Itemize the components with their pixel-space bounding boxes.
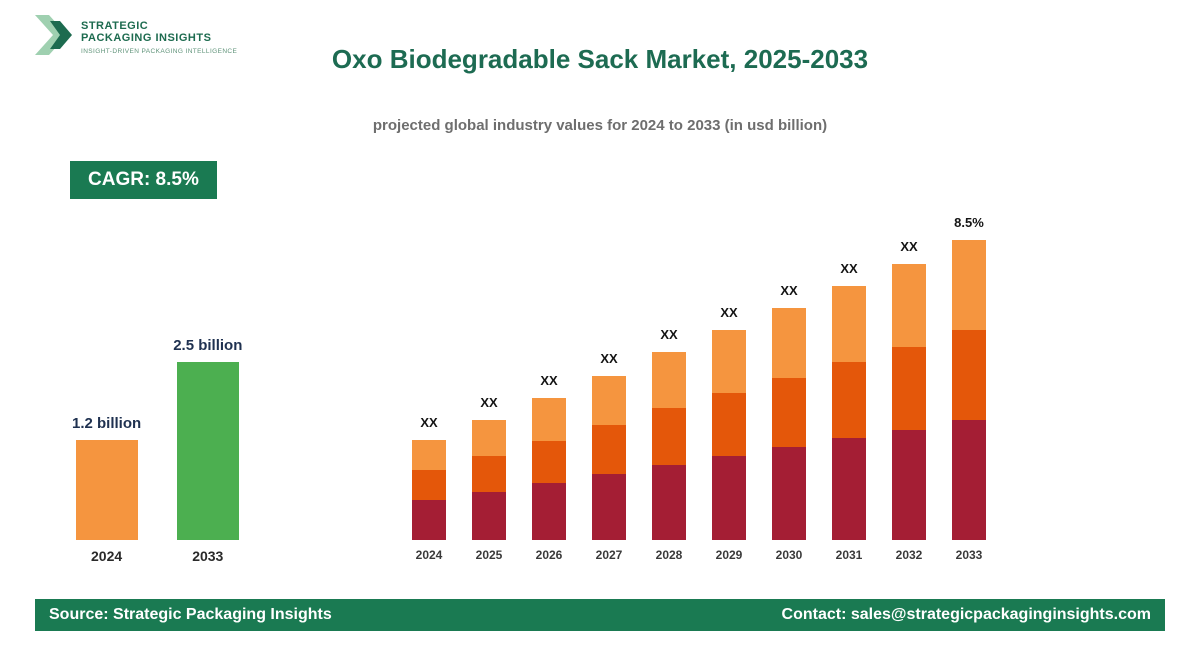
stacked-bar-group: XX 2028 xyxy=(652,327,686,562)
stacked-bar-segment-tier-middle xyxy=(412,470,446,500)
stacked-bar xyxy=(712,330,746,540)
growth-bar xyxy=(176,362,239,540)
stacked-bar-group: XX 2024 xyxy=(412,415,446,562)
brand-text: STRATEGIC PACKAGING INSIGHTS INSIGHT-DRI… xyxy=(81,20,237,56)
cagr-badge: CAGR: 8.5% xyxy=(70,161,217,199)
stacked-bar xyxy=(472,420,506,540)
stacked-bar-year-label: 2030 xyxy=(775,548,803,562)
stacked-bar-group: XX 2030 xyxy=(772,283,806,562)
stacked-bar-group: XX 2027 xyxy=(592,351,626,562)
stacked-bar-year-label: 2033 xyxy=(955,548,983,562)
stacked-bar-group: XX 2026 xyxy=(532,373,566,562)
chevron-logo-icon xyxy=(35,13,73,62)
brand-name-line2: PACKAGING INSIGHTS xyxy=(81,32,212,45)
stacked-bar-segment-tier-top xyxy=(892,264,926,347)
stacked-bar-segment-tier-top xyxy=(532,398,566,441)
growth-bar xyxy=(75,440,138,540)
stacked-bar xyxy=(412,440,446,540)
stacked-bar-segment-tier-middle xyxy=(472,456,506,492)
stacked-bar-top-label: XX xyxy=(660,327,678,342)
stacked-bar-year-label: 2028 xyxy=(655,548,683,562)
growth-bar-year-label: 2024 xyxy=(91,548,123,564)
stacked-bar-segment-tier-top xyxy=(772,308,806,378)
stacked-bar-year-label: 2025 xyxy=(475,548,503,562)
stacked-bar-segment-tier-bottom xyxy=(592,474,626,540)
stacked-bar-segment-tier-top xyxy=(712,330,746,393)
stacked-bar xyxy=(652,352,686,540)
stacked-bar-segment-tier-middle xyxy=(712,393,746,456)
stacked-bar xyxy=(952,240,986,540)
stacked-bar-segment-tier-bottom xyxy=(472,492,506,540)
stacked-bar-segment-tier-middle xyxy=(772,377,806,448)
footer-bar: Source: Strategic Packaging Insights Con… xyxy=(35,599,1165,631)
stacked-bar-year-label: 2026 xyxy=(535,548,563,562)
stacked-bar-top-label: XX xyxy=(720,305,738,320)
stacked-bar-segment-tier-middle xyxy=(532,440,566,484)
stacked-bar xyxy=(532,398,566,540)
stacked-bar-segment-tier-bottom xyxy=(412,500,446,540)
stacked-bar-top-label: 8.5% xyxy=(954,215,984,230)
stacked-bar-segment-tier-top xyxy=(472,420,506,456)
stacked-bar-segment-tier-top xyxy=(652,352,686,409)
growth-bar-group: 2.5 billion 2033 xyxy=(173,337,243,564)
stacked-bar-segment-tier-bottom xyxy=(712,456,746,540)
stacked-bar-segment-tier-bottom xyxy=(892,429,926,540)
stacked-bar xyxy=(592,376,626,540)
growth-bar-value-label: 2.5 billion xyxy=(173,337,243,354)
stacked-projection-chart: XX 2024 XX 2025 XX 2026 XX 2027 XX 2028 XX 2029 XX 20… xyxy=(412,215,986,562)
stacked-bar-top-label: XX xyxy=(840,261,858,276)
stacked-bar-segment-tier-bottom xyxy=(532,483,566,540)
brand-tagline: INSIGHT-DRIVEN PACKAGING INTELLIGENCE xyxy=(81,47,238,55)
stacked-bar xyxy=(772,308,806,540)
stacked-bar-top-label: XX xyxy=(780,283,798,298)
page-title: Oxo Biodegradable Sack Market, 2025-2033 xyxy=(331,44,869,74)
stacked-bar-segment-tier-bottom xyxy=(652,464,686,540)
stacked-bar-group: 8.5% 2033 xyxy=(952,215,986,562)
footer-contact: Contact: sales@strategicpackaginginsight… xyxy=(781,606,1151,623)
stacked-bar-segment-tier-middle xyxy=(592,425,626,475)
stacked-bar-segment-tier-middle xyxy=(952,330,986,420)
stacked-bar-segment-tier-top xyxy=(952,240,986,330)
stacked-bar-segment-tier-middle xyxy=(832,362,866,439)
growth-bar-group: 1.2 billion 2024 xyxy=(72,415,142,564)
growth-bar-year-label: 2033 xyxy=(192,548,224,564)
stacked-bar-segment-tier-middle xyxy=(652,408,686,465)
stacked-bar-top-label: XX xyxy=(480,395,498,410)
stacked-bar-group: XX 2032 xyxy=(892,239,926,562)
stacked-bar-segment-tier-bottom xyxy=(832,438,866,540)
stacked-bar-group: XX 2031 xyxy=(832,261,866,562)
stacked-bar-year-label: 2027 xyxy=(595,548,623,562)
stacked-bar xyxy=(892,264,926,540)
stacked-bar-top-label: XX xyxy=(600,351,618,366)
stacked-bar-segment-tier-top xyxy=(592,376,626,426)
stacked-bar-year-label: 2031 xyxy=(835,548,863,562)
stacked-bar-segment-tier-bottom xyxy=(952,420,986,540)
footer-source: Source: Strategic Packaging Insights xyxy=(49,606,332,623)
page-subtitle: projected global industry values for 202… xyxy=(372,117,828,134)
stacked-bar-top-label: XX xyxy=(900,239,918,254)
stacked-bar-top-label: XX xyxy=(540,373,558,388)
stacked-bar-segment-tier-top xyxy=(832,286,866,363)
stacked-bar-group: XX 2029 xyxy=(712,305,746,562)
stacked-bar-year-label: 2024 xyxy=(415,548,443,562)
stacked-bar xyxy=(832,286,866,540)
brand-name-line1: STRATEGIC xyxy=(81,19,149,32)
growth-summary-chart: 1.2 billion 2024 2.5 billion 2033 xyxy=(72,337,243,564)
stacked-bar-top-label: XX xyxy=(420,415,438,430)
stacked-bar-segment-tier-middle xyxy=(892,346,926,430)
stacked-bar-year-label: 2032 xyxy=(895,548,923,562)
stacked-bar-segment-tier-bottom xyxy=(772,447,806,540)
growth-bar-value-label: 1.2 billion xyxy=(72,415,142,432)
brand-logo: STRATEGIC PACKAGING INSIGHTS INSIGHT-DRI… xyxy=(35,13,237,62)
stacked-bar-year-label: 2029 xyxy=(715,548,743,562)
stacked-bar-segment-tier-top xyxy=(412,440,446,470)
stacked-bar-group: XX 2025 xyxy=(472,395,506,562)
